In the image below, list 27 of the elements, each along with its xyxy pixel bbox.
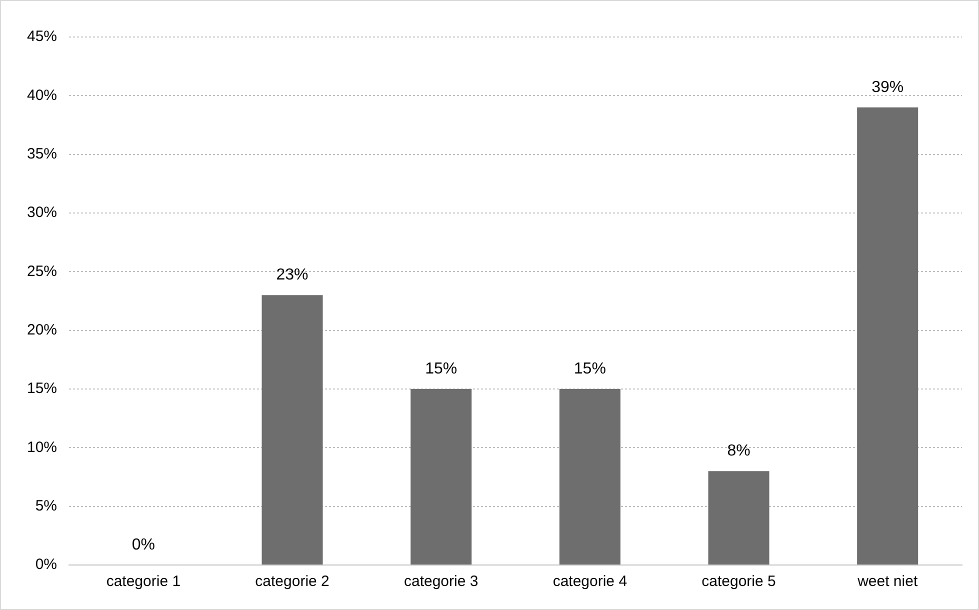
bar (410, 389, 472, 564)
bar (262, 295, 323, 564)
bar (857, 107, 918, 564)
y-tick-label: 20% (26, 321, 58, 338)
y-tick-label: 0% (35, 556, 58, 574)
x-tick-label: categorie 5 (702, 573, 776, 590)
y-tick-label: 5% (35, 497, 58, 514)
data-label: 39% (872, 78, 904, 96)
data-label: 0% (132, 536, 155, 554)
data-label: 23% (276, 266, 308, 284)
y-tick-label: 45% (26, 28, 58, 46)
y-tick-label: 15% (26, 380, 58, 398)
x-tick-label: categorie 2 (255, 573, 330, 590)
x-tick-label: categorie 3 (404, 573, 478, 590)
x-tick-label: weet niet (856, 573, 918, 590)
y-tick-label: 25% (26, 262, 58, 280)
y-tick-label: 30% (26, 204, 58, 222)
data-label: 15% (574, 360, 606, 378)
bar (559, 389, 620, 564)
y-tick-label: 10% (26, 438, 58, 456)
y-tick-label: 35% (26, 145, 58, 162)
x-tick-label: categorie 1 (106, 573, 181, 590)
data-label: 15% (425, 360, 458, 378)
data-label: 8% (727, 442, 750, 460)
x-tick-label: categorie 4 (552, 573, 628, 590)
y-tick-label: 40% (26, 86, 58, 104)
bar (708, 471, 770, 564)
